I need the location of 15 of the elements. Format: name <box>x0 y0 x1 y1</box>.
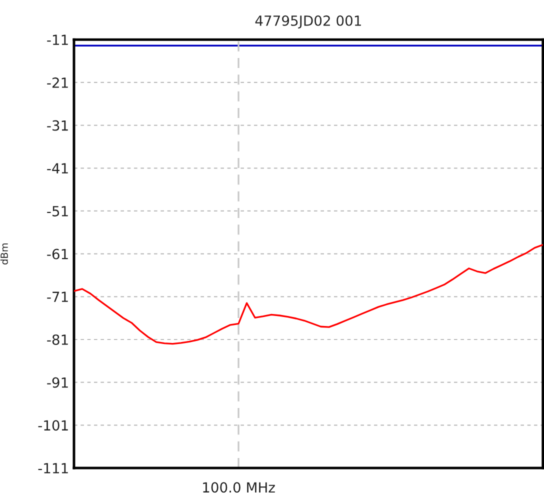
y-tick-label: -91 <box>47 377 68 388</box>
y-tick-label: -31 <box>47 120 68 131</box>
y-tick-label: -41 <box>47 163 68 174</box>
y-tick-label: -81 <box>47 334 68 345</box>
line-series <box>74 244 543 345</box>
y-tick-label: -21 <box>47 77 68 88</box>
x-tick-label: 100.0 MHz <box>203 482 275 493</box>
y-tick-label: -101 <box>38 420 68 431</box>
y-tick-label: -11 <box>47 34 68 45</box>
chart-title: 47795JD02 001 <box>255 15 361 29</box>
y-tick-label: -61 <box>47 248 68 260</box>
y-tick-label: -111 <box>38 463 68 474</box>
y-axis-title: dBm <box>0 243 8 264</box>
y-tick-label: -71 <box>47 292 68 302</box>
y-tick-label: -51 <box>47 206 68 216</box>
